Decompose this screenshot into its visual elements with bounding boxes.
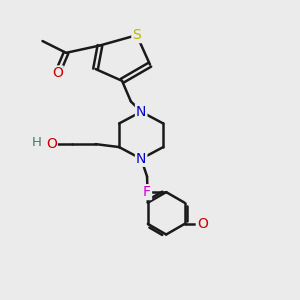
Text: F: F (143, 185, 151, 199)
Text: O: O (197, 217, 208, 231)
Text: N: N (136, 152, 146, 166)
Text: O: O (46, 137, 57, 151)
Text: H: H (32, 136, 42, 149)
Text: S: S (132, 28, 141, 42)
Text: O: O (52, 66, 63, 80)
Text: N: N (136, 105, 146, 119)
